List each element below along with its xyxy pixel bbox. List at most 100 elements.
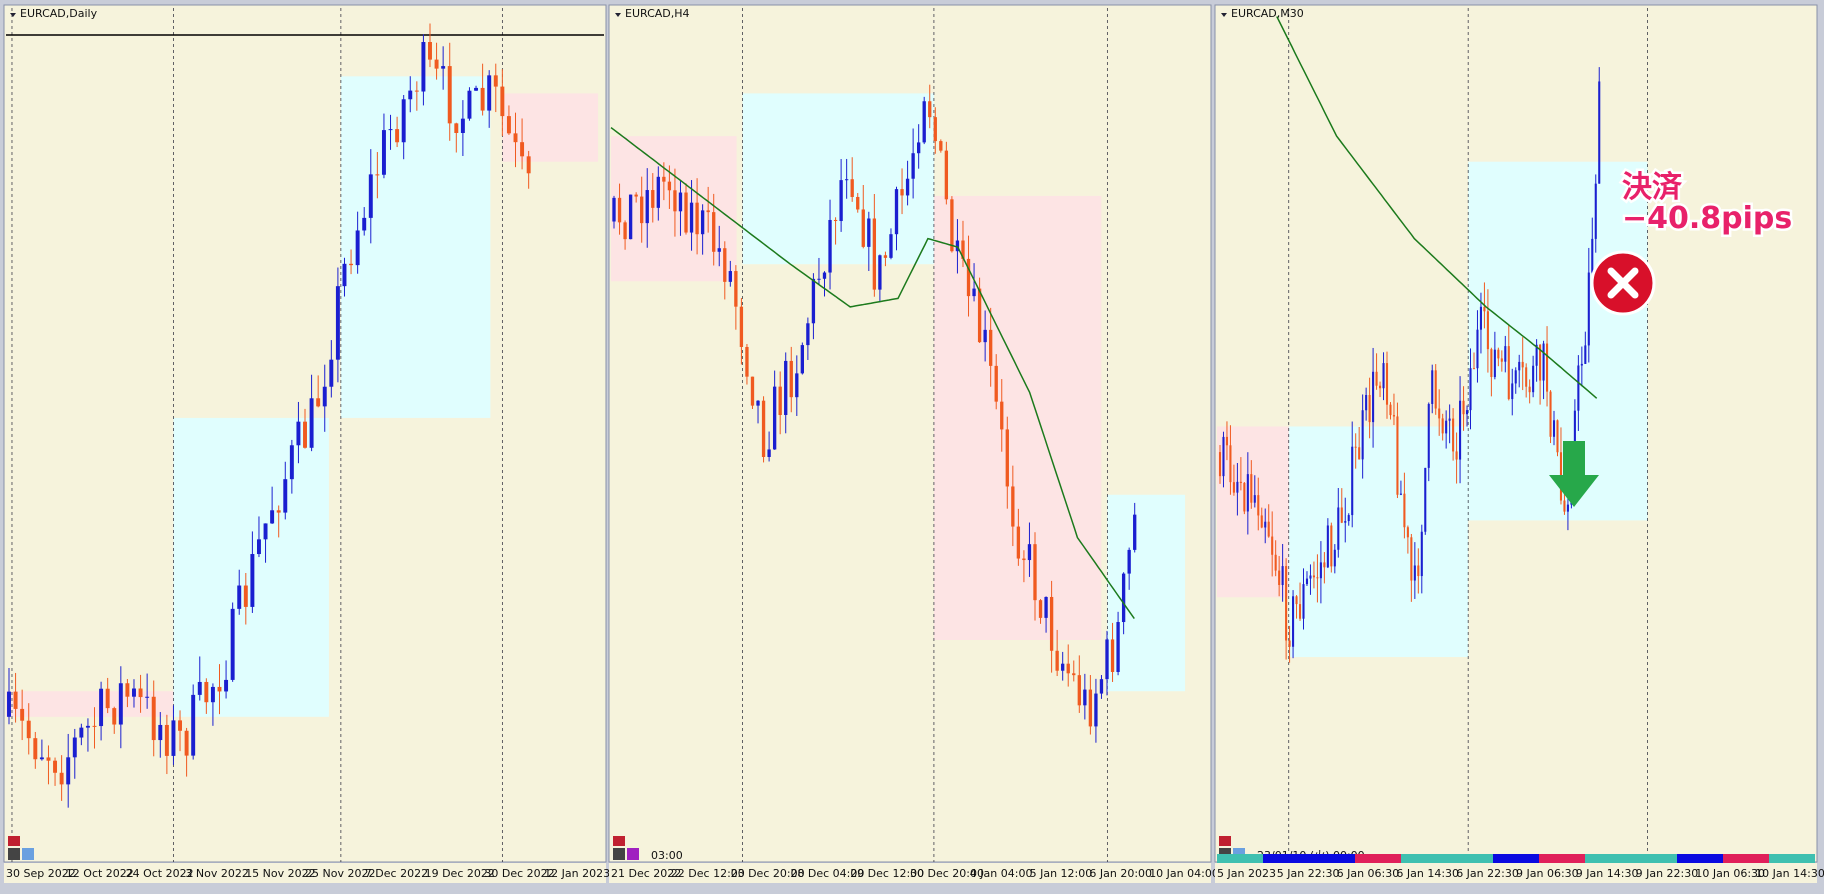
candle-body (1066, 663, 1070, 674)
candle-body (454, 123, 459, 134)
candle-body (1033, 544, 1037, 601)
x-tick-label: 24 Oct 2022 (126, 867, 194, 880)
candle-body (889, 234, 893, 258)
x-tick-label: 9 Jan 06:30 (1516, 867, 1579, 880)
candle-body (132, 688, 136, 697)
candle-body (977, 288, 982, 343)
x-tick-label: 15 Nov 2022 (245, 867, 315, 880)
candle-body (1274, 554, 1277, 571)
candle-body (723, 248, 727, 282)
candle-body (789, 360, 793, 398)
candle-body (1358, 447, 1361, 460)
candle-body (850, 179, 854, 197)
candle-body (1295, 596, 1298, 605)
candle-body (1250, 474, 1253, 503)
x-tick-label: 29 Dec 12:00 (850, 867, 924, 880)
candle-body (1403, 493, 1406, 528)
candle-body (1292, 596, 1295, 647)
candle-body (1229, 445, 1232, 483)
candle-body (1365, 394, 1368, 411)
candle-body (684, 192, 688, 233)
candle-body (26, 720, 31, 739)
candle-body (428, 42, 432, 60)
candle-body (1316, 577, 1319, 579)
close-button (8, 836, 20, 846)
candle-body (395, 129, 400, 143)
candle-body (1410, 537, 1413, 581)
candle-body (500, 86, 505, 117)
candle-body (1278, 570, 1281, 586)
candle-body (1372, 371, 1375, 423)
candle-body (712, 212, 716, 252)
candle-body (883, 255, 888, 258)
candle-body (105, 688, 110, 709)
candle-body (656, 176, 660, 208)
candle-body (1344, 521, 1347, 523)
candle-body (651, 190, 655, 208)
candle-body (414, 90, 419, 92)
candle-body (1459, 400, 1462, 460)
loss-cross (1607, 267, 1639, 299)
candle-body (1385, 363, 1389, 405)
x-tick-label: 10 Jan 14:30 (1755, 867, 1824, 880)
candle-body (204, 681, 209, 703)
zone (6, 691, 174, 717)
candle-body (1312, 575, 1315, 578)
candle-body (822, 272, 827, 279)
candle-body (1330, 525, 1333, 567)
candle-body (368, 174, 373, 218)
panel-menu-icon (10, 13, 16, 17)
candle-body (1521, 361, 1524, 368)
x-tick-label: 23 Dec 20:00 (731, 867, 805, 880)
candle-body (145, 696, 150, 698)
candle-body (634, 194, 638, 197)
candle-body (316, 398, 321, 407)
candle-body (872, 218, 877, 290)
candle-body (1000, 401, 1004, 430)
x-tick-label: 10 Jan 04:00 (1149, 867, 1219, 880)
candle-body (59, 772, 64, 785)
candle-body (1236, 481, 1239, 493)
annotation-text: −40.8pips (1622, 201, 1792, 236)
candle-body (480, 87, 485, 111)
annotation-text: 決済 (1622, 170, 1683, 205)
candle-body (421, 42, 426, 92)
axis-strip (1215, 863, 1817, 883)
session-bar (1493, 854, 1539, 863)
candle-body (1493, 349, 1496, 378)
x-tick-label: 5 Jan 12:00 (1030, 867, 1093, 880)
panel-menu-icon (1221, 13, 1227, 17)
candle-body (1099, 679, 1104, 694)
candle-body (270, 510, 275, 524)
zone (1288, 426, 1469, 658)
chart-panel: EURCAD,M3023/01/10 (火) 00:005 Jan 20235 … (1214, 4, 1824, 883)
candle-body (1022, 558, 1026, 561)
candle-body (66, 757, 71, 785)
session-bar (1723, 854, 1769, 863)
candle-body (1027, 544, 1032, 561)
candle-body (1472, 368, 1476, 370)
candle-body (158, 724, 163, 741)
candle-body (85, 725, 90, 728)
candle-body (1382, 363, 1385, 389)
candle-body (487, 75, 492, 111)
candle-body (1528, 386, 1531, 393)
candle-body (745, 346, 749, 377)
candle-body (1389, 404, 1392, 416)
candle-body (1399, 493, 1402, 495)
candle-body (1490, 349, 1493, 378)
candle-body (933, 117, 937, 142)
candle-body (972, 288, 976, 297)
candle-body (1288, 640, 1291, 647)
candle-body (944, 150, 949, 200)
candle-body (13, 691, 18, 709)
candle-body (1326, 525, 1329, 568)
candle-body (441, 66, 446, 69)
candle-body (628, 194, 633, 240)
candle-body (388, 129, 393, 131)
candle-body (362, 217, 367, 231)
candle-body (1285, 566, 1288, 641)
candle-body (1406, 527, 1409, 538)
candle-body (276, 510, 281, 513)
candle-body (250, 554, 255, 607)
